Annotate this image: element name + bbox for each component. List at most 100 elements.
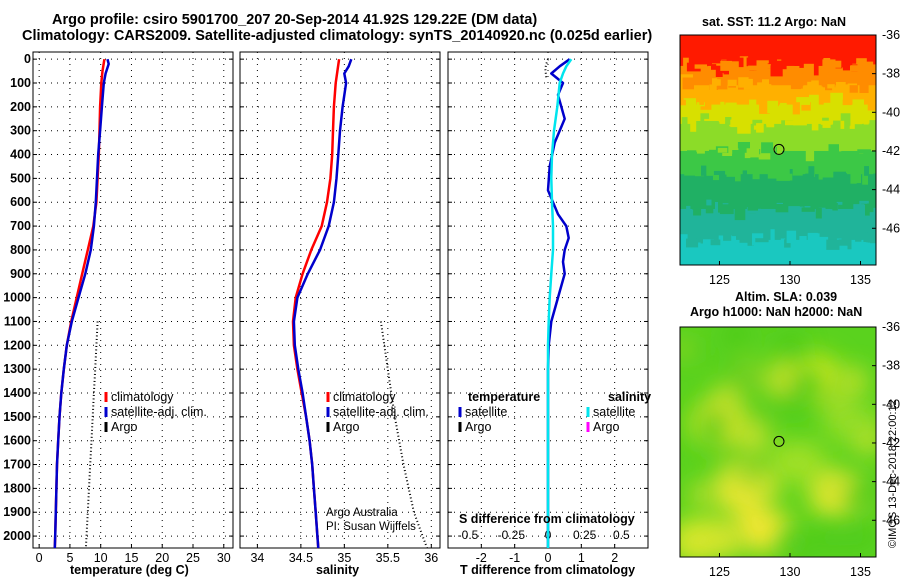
sla-map-speckle-dot: [849, 509, 865, 525]
sla-map-speckle-dot: [680, 531, 706, 557]
sla-map-speckle-dot: [729, 361, 746, 378]
sst-map-texture: [792, 102, 800, 115]
sst-map-texture: [838, 204, 843, 209]
sst-map-texture: [821, 78, 832, 87]
sst-map-texture: [798, 79, 803, 89]
sst-map-texture: [863, 232, 873, 242]
diff-legend-right-label: satellite: [593, 405, 635, 419]
sst-map-band: [680, 85, 876, 106]
sst-map-texture: [850, 65, 863, 72]
sst-map-texture: [690, 123, 697, 132]
sst-map-ytick-label: -44: [882, 183, 900, 197]
depth-tick-label: 1000: [3, 291, 31, 305]
sst-map-texture: [793, 116, 807, 126]
sla-map-xtick-label: 125: [709, 565, 730, 579]
diff-legend-salinity-title: salinity: [608, 390, 651, 404]
sst-map-texture: [766, 122, 775, 128]
sst-map-texture: [712, 78, 718, 86]
depth-tick-label: 500: [10, 171, 31, 185]
diff-legend-left-label: Argo: [465, 420, 491, 434]
difference-xtick-label: 0: [545, 551, 552, 565]
sst-map-texture: [818, 207, 826, 217]
sst-map-texture: [693, 208, 702, 216]
sst-map-texture: [851, 122, 861, 132]
sla-map-ytick-label: -42: [882, 436, 900, 450]
sst-map-texture: [705, 205, 714, 214]
sst-map-xtick-label: 130: [780, 273, 801, 287]
sst-map-texture: [815, 207, 822, 219]
sst-map-texture: [699, 93, 704, 105]
sst-map-texture: [759, 102, 770, 114]
sst-map-texture: [809, 94, 819, 106]
sst-map-texture: [687, 150, 697, 162]
sla-map-speckle-dot: [856, 477, 876, 508]
sst-map-texture: [752, 119, 763, 126]
sst-map-texture: [686, 238, 699, 248]
sst-map-texture: [857, 149, 871, 154]
depth-tick-label: 900: [10, 267, 31, 281]
sst-map-texture: [792, 163, 803, 176]
sst-map-ytick-label: -38: [882, 67, 900, 81]
sla-map-speckle-dot: [689, 483, 712, 506]
sst-map-texture: [842, 59, 850, 71]
sst-map-ytick-label: -36: [882, 28, 900, 42]
sst-map-texture: [709, 84, 717, 91]
salinity-legend-label: Argo: [333, 420, 359, 434]
sst-map-texture: [867, 100, 876, 111]
sla-map-speckle-dot: [687, 342, 705, 359]
sla-map-speckle-dot: [749, 404, 769, 423]
sst-map-texture: [795, 65, 803, 74]
sla-map-ytick-label: -38: [882, 359, 900, 373]
sst-map-texture: [831, 60, 842, 68]
difference-series-temperature-satellite: [546, 58, 571, 548]
sla-map-xtick-label: 135: [850, 565, 871, 579]
sst-map-texture: [695, 170, 704, 177]
sst-map-texture: [711, 64, 717, 70]
sst-map-texture: [696, 121, 710, 134]
sst-map-texture: [833, 201, 843, 210]
sst-map-texture: [727, 79, 737, 87]
sst-map-texture: [779, 173, 793, 181]
salinity-legend-label: satellite-adj. clim.: [333, 405, 429, 419]
depth-tick-label: 1300: [3, 362, 31, 376]
sst-map-texture: [718, 235, 732, 247]
sst-map-texture: [694, 64, 707, 69]
sst-map-texture: [790, 84, 801, 90]
sst-map-texture: [830, 92, 843, 106]
depth-tick-label: 2000: [3, 529, 31, 543]
temperature-xtick-label: 0: [36, 551, 43, 565]
sst-map-texture: [833, 120, 841, 130]
sla-map-speckle-dot: [723, 462, 746, 485]
sst-map-texture: [725, 102, 737, 111]
sst-map-texture: [730, 61, 740, 71]
sst-map-texture: [746, 57, 752, 67]
sst-map-texture: [703, 239, 715, 250]
figure-title-line2: Climatology: CARS2009. Satellite-adjuste…: [22, 28, 653, 44]
sla-map-speckle-dot: [728, 450, 741, 463]
sst-map-texture: [720, 101, 725, 112]
sst-map-texture: [821, 170, 835, 178]
sst-map-texture: [701, 165, 707, 176]
sst-map-texture: [784, 239, 791, 248]
sst-map-texture: [710, 239, 721, 246]
sst-map-texture: [807, 81, 814, 87]
depth-tick-label: 1400: [3, 386, 31, 400]
sla-map-title: Altim. SLA: 0.039: [735, 290, 838, 304]
temperature-xlabel: temperature (deg C): [70, 563, 189, 577]
figure-title-line1: Argo profile: csiro 5901700_207 20-Sep-2…: [52, 12, 538, 28]
diff-legend-right-label: Argo: [593, 420, 619, 434]
sst-map: -36 -38 -40 -42 -44 -46 125 130 135: [679, 28, 900, 287]
sst-map-texture: [756, 60, 769, 71]
sla-map-speckle-dot: [721, 327, 746, 348]
sla-map-speckle-dot: [844, 533, 862, 551]
sst-map-texture: [811, 80, 819, 90]
sst-map-texture: [756, 123, 764, 133]
sst-map-title: sat. SST: 11.2 Argo: NaN: [702, 15, 847, 29]
salinity-xtick-label: 36: [424, 551, 438, 565]
imos-watermark: ©IMOS 13-Dec-2018 22:00:12: [887, 399, 899, 548]
sst-map-texture: [840, 113, 851, 126]
sla-map-speckle-dot: [754, 474, 778, 498]
sla-map-ytick-label: -36: [882, 320, 900, 334]
sst-map-texture: [873, 173, 876, 178]
sst-map-texture: [796, 97, 811, 105]
